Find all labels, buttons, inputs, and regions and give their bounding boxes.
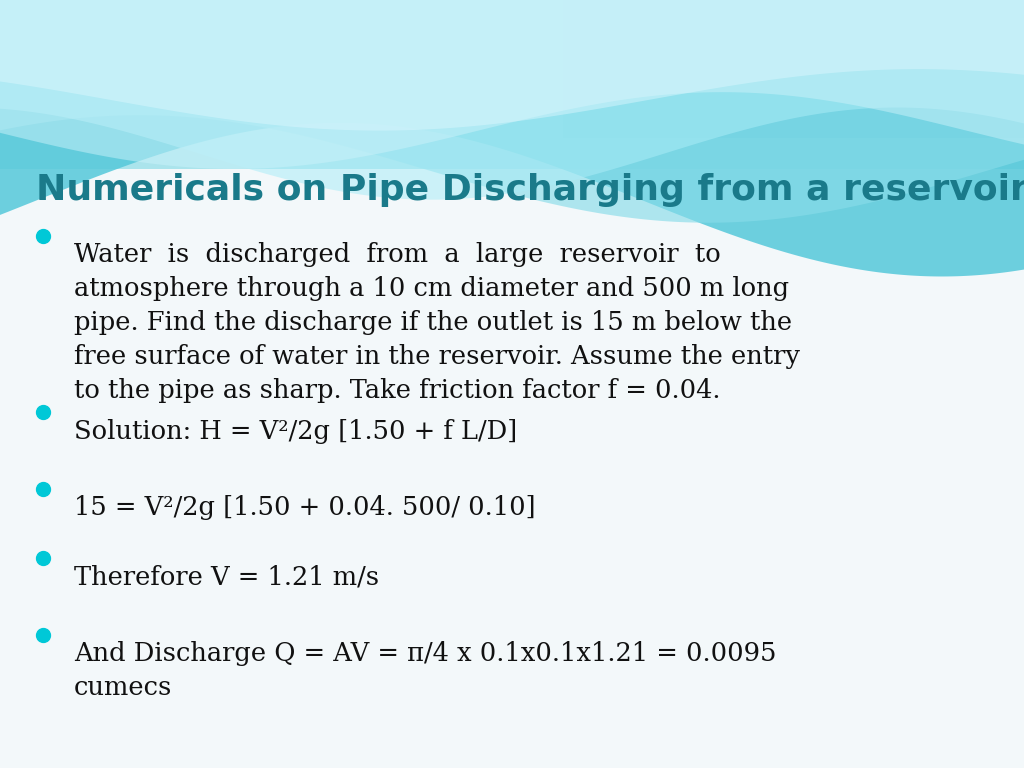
Text: And Discharge Q = AV = π/4 x 0.1x0.1x1.21 = 0.0095
cumecs: And Discharge Q = AV = π/4 x 0.1x0.1x1.2…: [74, 641, 776, 700]
Polygon shape: [0, 0, 1024, 223]
Polygon shape: [0, 0, 1024, 131]
Text: Therefore V = 1.21 m/s: Therefore V = 1.21 m/s: [74, 564, 379, 590]
Polygon shape: [0, 0, 1024, 200]
Text: Water  is  discharged  from  a  large  reservoir  to
atmosphere through a 10 cm : Water is discharged from a large reservo…: [74, 242, 800, 403]
Text: Numericals on Pipe Discharging from a reservoir: Numericals on Pipe Discharging from a re…: [36, 173, 1024, 207]
Polygon shape: [0, 0, 1024, 276]
Bar: [0, 0, 1024, 169]
Bar: [0, 169, 1024, 768]
Bar: [563, 0, 1024, 138]
Polygon shape: [0, 0, 1024, 169]
Text: Solution: H = V²/2g [1.50 + f L/D]: Solution: H = V²/2g [1.50 + f L/D]: [74, 419, 517, 444]
Text: 15 = V²/2g [1.50 + 0.04. 500/ 0.10]: 15 = V²/2g [1.50 + 0.04. 500/ 0.10]: [74, 495, 536, 521]
